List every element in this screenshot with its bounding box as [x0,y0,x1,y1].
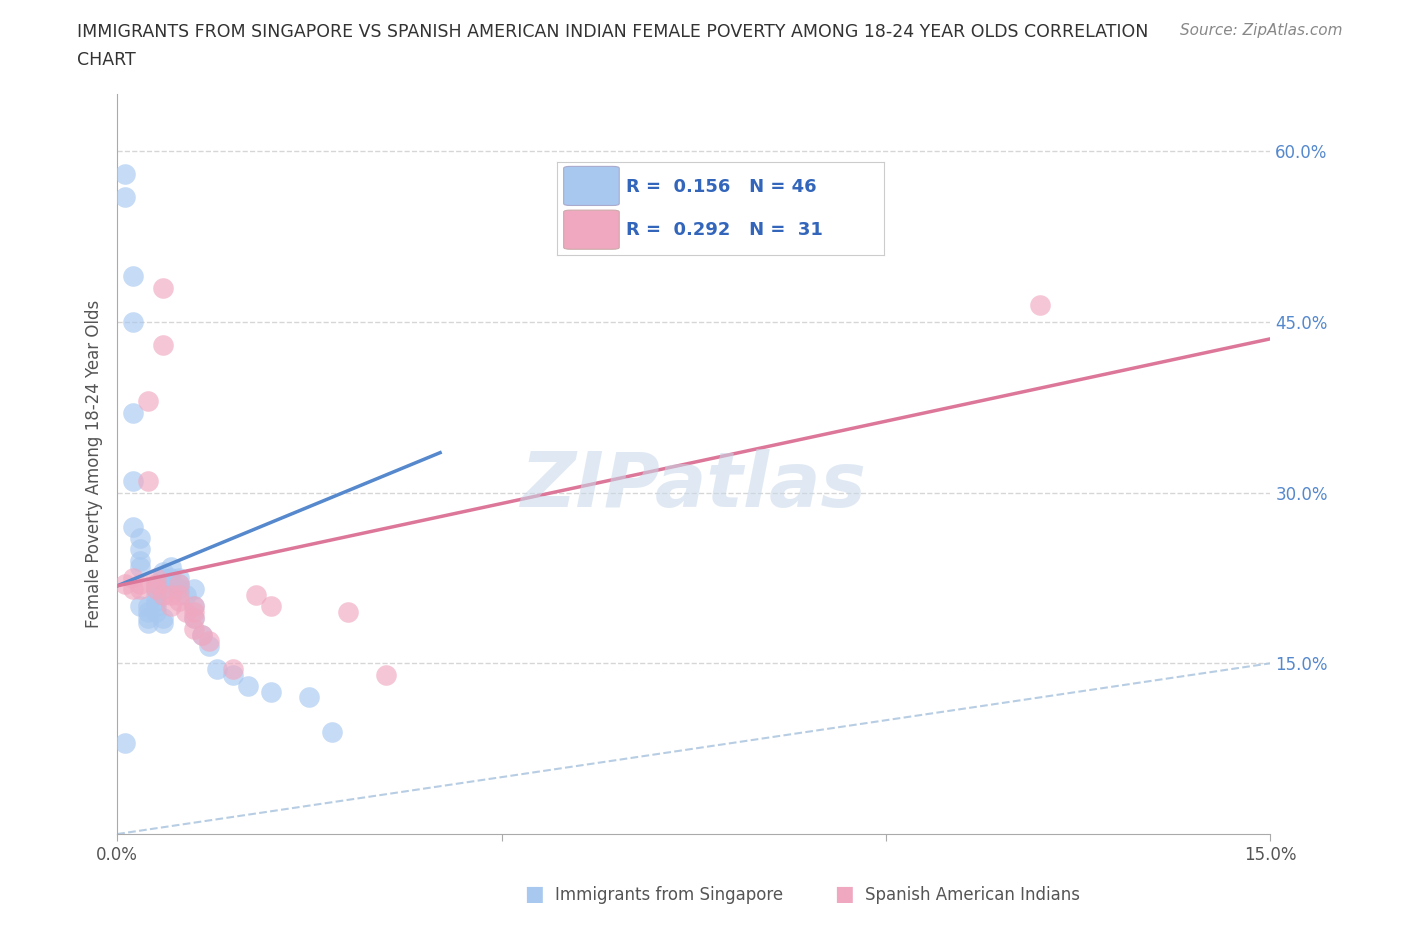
Text: R =  0.292   N =  31: R = 0.292 N = 31 [626,220,823,239]
Point [183,621,205,636]
Point [152,280,174,295]
Point [129,553,152,568]
Text: ZIPatlas: ZIPatlas [520,449,866,524]
Text: ■: ■ [834,884,853,904]
Point [145,582,167,597]
Point [190,628,212,643]
Point [221,661,243,676]
Text: IMMIGRANTS FROM SINGAPORE VS SPANISH AMERICAN INDIAN FEMALE POVERTY AMONG 18-24 : IMMIGRANTS FROM SINGAPORE VS SPANISH AME… [77,23,1149,41]
Point [245,588,267,603]
Point [145,570,167,585]
Point [167,577,190,591]
Point [152,565,174,579]
Point [152,588,174,603]
Point [183,610,205,625]
Y-axis label: Female Poverty Among 18-24 Year Olds: Female Poverty Among 18-24 Year Olds [86,299,103,628]
Point [136,604,159,619]
Text: Spanish American Indians: Spanish American Indians [865,886,1080,904]
Point [121,582,143,597]
Point [336,604,359,619]
Point [129,559,152,574]
Point [136,394,159,409]
Point [145,593,167,608]
Text: CHART: CHART [77,51,136,69]
Point [198,633,221,648]
Point [136,616,159,631]
Point [136,599,159,614]
Point [198,639,221,654]
Point [176,588,198,603]
Point [152,337,174,352]
Point [145,577,167,591]
Point [1028,298,1050,312]
Point [145,577,167,591]
Point [205,661,228,676]
Point [136,473,159,488]
Point [190,628,212,643]
Text: Source: ZipAtlas.com: Source: ZipAtlas.com [1180,23,1343,38]
Point [129,582,152,597]
Point [160,559,183,574]
Point [183,582,205,597]
Point [145,588,167,603]
Point [167,588,190,603]
Point [167,570,190,585]
Point [129,542,152,557]
Point [114,189,136,204]
Text: R =  0.156   N = 46: R = 0.156 N = 46 [626,178,817,196]
Point [145,582,167,597]
Point [121,519,143,534]
Point [121,473,143,488]
Point [121,314,143,329]
Point [298,690,321,705]
Point [145,599,167,614]
FancyBboxPatch shape [564,210,619,249]
Point [114,577,136,591]
Point [176,604,198,619]
Point [121,570,143,585]
Point [152,610,174,625]
Point [114,736,136,751]
Point [167,593,190,608]
Point [183,610,205,625]
Point [129,577,152,591]
Point [136,610,159,625]
Point [160,577,183,591]
Point [152,570,174,585]
Point [260,684,283,699]
Point [167,577,190,591]
Point [160,588,183,603]
Point [260,599,283,614]
Point [152,616,174,631]
Point [221,667,243,682]
Point [129,599,152,614]
Point [145,604,167,619]
FancyBboxPatch shape [564,166,619,206]
Point [375,667,398,682]
Point [121,405,143,420]
Point [167,582,190,597]
Point [183,599,205,614]
Point [152,582,174,597]
Point [129,531,152,546]
Text: ■: ■ [524,884,544,904]
Point [321,724,343,739]
Text: Immigrants from Singapore: Immigrants from Singapore [555,886,783,904]
Point [236,679,259,694]
Point [183,604,205,619]
Point [121,269,143,284]
Point [183,599,205,614]
Point [114,166,136,181]
Point [160,599,183,614]
Point [160,570,183,585]
